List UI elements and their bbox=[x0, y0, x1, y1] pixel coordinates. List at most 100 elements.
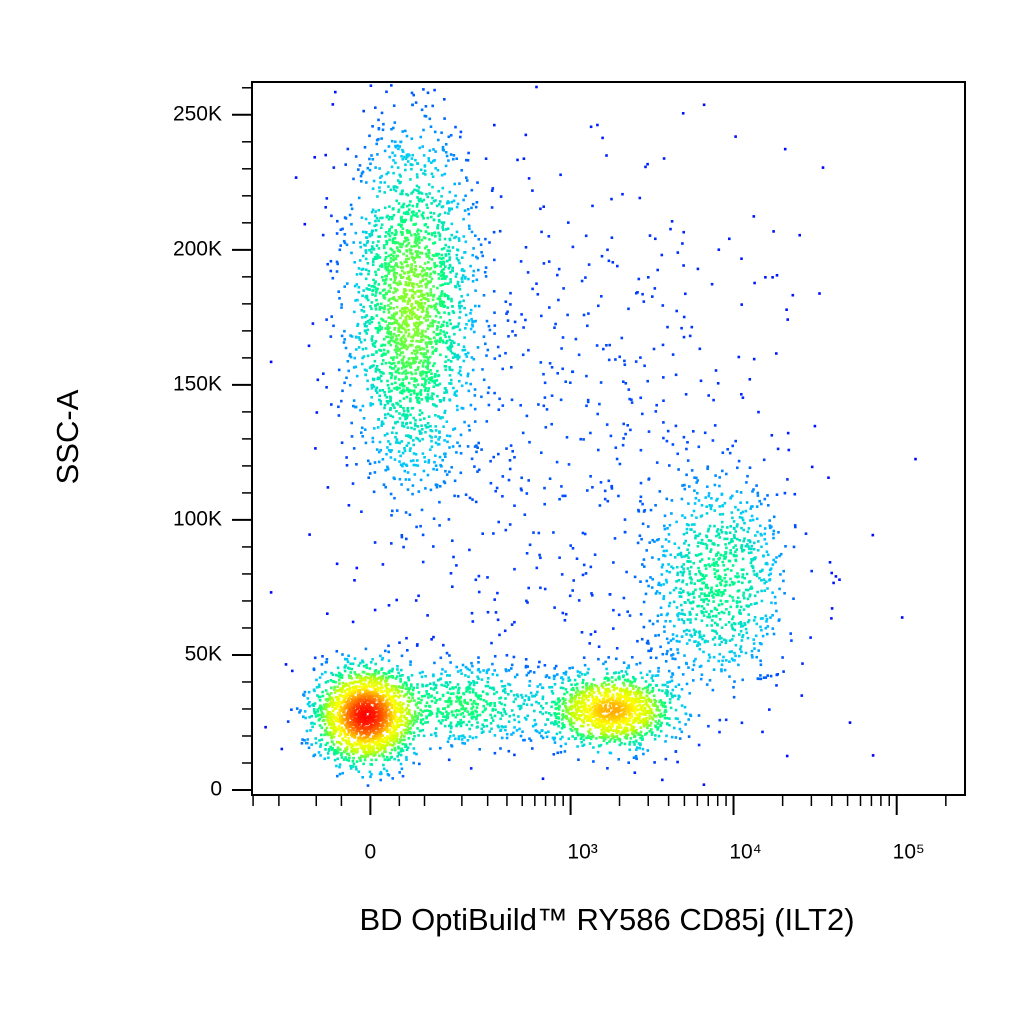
event-dot bbox=[559, 686, 563, 690]
event-dot bbox=[345, 747, 349, 751]
event-dot bbox=[364, 690, 367, 694]
event-dot bbox=[362, 750, 366, 753]
event-dot bbox=[385, 685, 388, 689]
event-dot bbox=[372, 681, 375, 685]
event-dot bbox=[364, 277, 368, 281]
dots bbox=[264, 84, 917, 787]
event-dot bbox=[607, 725, 611, 728]
event-dot bbox=[389, 751, 392, 755]
event-dot bbox=[372, 685, 375, 688]
event-dot bbox=[482, 294, 486, 297]
event-dot bbox=[394, 706, 398, 709]
event-dot bbox=[337, 741, 341, 744]
event-dot bbox=[412, 93, 415, 97]
event-dot bbox=[391, 358, 395, 361]
event-dot bbox=[337, 711, 340, 715]
event-dot bbox=[349, 671, 352, 674]
event-dot bbox=[577, 717, 581, 720]
event-dot bbox=[545, 735, 549, 739]
event-dot bbox=[341, 719, 345, 722]
event-dot bbox=[407, 696, 411, 700]
event-dot bbox=[392, 188, 396, 191]
event-dot bbox=[326, 713, 329, 716]
event-dot bbox=[389, 260, 393, 263]
event-dot bbox=[448, 207, 451, 210]
event-dot bbox=[328, 722, 332, 726]
event-dot bbox=[407, 390, 411, 393]
event-dot bbox=[363, 682, 366, 686]
event-dot bbox=[423, 164, 427, 167]
event-dot bbox=[581, 696, 584, 700]
event-dot bbox=[346, 745, 349, 749]
event-dot bbox=[382, 738, 385, 741]
event-dot bbox=[582, 721, 586, 724]
event-dot bbox=[431, 254, 435, 257]
event-dot bbox=[442, 480, 446, 483]
event-dot bbox=[627, 666, 631, 669]
event-dot bbox=[376, 153, 379, 156]
event-dot bbox=[439, 316, 442, 319]
event-dot bbox=[314, 447, 317, 450]
event-dot bbox=[384, 256, 388, 259]
event-dot bbox=[418, 323, 422, 326]
event-dot bbox=[408, 513, 412, 516]
event-dot bbox=[386, 384, 390, 387]
event-dot bbox=[456, 282, 460, 286]
event-dot bbox=[589, 718, 593, 722]
event-dot bbox=[397, 747, 400, 750]
event-dot bbox=[458, 287, 462, 291]
event-dot bbox=[433, 307, 437, 310]
event-dot bbox=[408, 229, 411, 233]
event-dot bbox=[620, 731, 624, 735]
event-dot bbox=[413, 274, 417, 278]
event-dot bbox=[395, 353, 399, 356]
event-dot bbox=[400, 534, 404, 537]
event-dot bbox=[380, 683, 383, 687]
event-dot bbox=[361, 435, 364, 438]
event-dot bbox=[645, 711, 648, 715]
event-dot bbox=[362, 736, 366, 739]
event-dot bbox=[368, 717, 372, 720]
event-dot bbox=[644, 718, 647, 722]
event-dot bbox=[622, 711, 625, 714]
event-dot bbox=[420, 108, 424, 112]
event-dot bbox=[635, 746, 639, 749]
event-dot bbox=[338, 765, 341, 769]
event-dot bbox=[633, 679, 636, 683]
event-dot bbox=[598, 715, 602, 719]
event-dot bbox=[400, 343, 404, 346]
event-dot bbox=[426, 216, 430, 220]
event-dot bbox=[417, 285, 421, 288]
event-dot bbox=[321, 694, 325, 698]
event-dot bbox=[612, 712, 616, 716]
event-dot bbox=[353, 356, 356, 360]
event-dot bbox=[306, 738, 309, 741]
event-dot bbox=[431, 324, 434, 328]
event-dot bbox=[618, 739, 622, 742]
event-dot bbox=[654, 720, 657, 723]
event-dot bbox=[561, 702, 565, 706]
event-dot bbox=[587, 667, 590, 671]
event-dot bbox=[332, 727, 335, 731]
event-dot bbox=[336, 740, 339, 744]
event-dot bbox=[352, 707, 356, 710]
event-dot bbox=[387, 289, 391, 293]
event-dot bbox=[445, 339, 449, 343]
event-dot bbox=[372, 675, 376, 678]
event-dot bbox=[634, 694, 638, 697]
event-dot bbox=[401, 749, 405, 752]
event-dot bbox=[399, 316, 402, 320]
event-dot bbox=[337, 290, 340, 293]
event-dot bbox=[335, 260, 339, 264]
event-dot bbox=[663, 716, 667, 720]
event-dot bbox=[678, 727, 682, 731]
event-dot bbox=[440, 173, 444, 177]
event-dot bbox=[419, 197, 422, 201]
event-dot bbox=[316, 694, 319, 697]
event-dot bbox=[395, 410, 398, 413]
event-dot bbox=[425, 365, 428, 369]
event-dot bbox=[394, 161, 397, 165]
event-dot bbox=[435, 328, 439, 331]
event-dot bbox=[420, 238, 424, 242]
event-dot bbox=[368, 667, 372, 670]
